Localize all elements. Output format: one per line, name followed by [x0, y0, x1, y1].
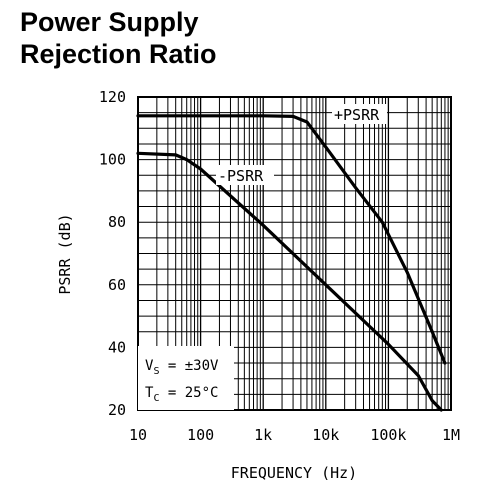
plus-psrr-label-bg [332, 104, 387, 124]
x-tick-label: 100k [370, 426, 406, 444]
series-lines [136, 114, 447, 412]
plus-psrr-label: +PSRR [334, 106, 380, 124]
series-line-minus-psrr [136, 151, 443, 412]
x-tick-label: 10k [312, 426, 339, 444]
y-tick-label: 60 [108, 276, 126, 294]
title-line-1: Power Supply [20, 7, 199, 37]
tc-value: = 25°C [159, 385, 218, 401]
minus-psrr-label: -PSRR [218, 167, 264, 185]
y-tick-label: 100 [99, 151, 126, 169]
x-tick-label: 100 [187, 426, 214, 444]
chart-title: Power Supply Rejection Ratio [20, 6, 420, 70]
y-tick-label: 20 [108, 401, 126, 419]
tick-labels: 10 100 1k 10k 100k 1M 20 40 60 80 100 120 [99, 88, 460, 444]
vs-main: V [145, 358, 154, 374]
x-tick-label: 1M [442, 426, 460, 444]
minus-psrr-label-bg [216, 165, 274, 185]
tc-annotation: TC = 25°C [145, 385, 218, 404]
y-tick-label: 40 [108, 338, 126, 356]
vs-sub: S [153, 366, 159, 377]
y-axis-label: PSRR (dB) [56, 213, 74, 294]
x-tick-label: 10 [129, 426, 147, 444]
x-tick-label: 1k [254, 426, 272, 444]
tc-main: T [145, 385, 154, 401]
y-tick-label: 120 [99, 88, 126, 106]
conditions-box [138, 346, 234, 410]
title-line-2: Rejection Ratio [20, 39, 217, 69]
vs-value: = ±30V [159, 358, 219, 374]
x-axis-label: FREQUENCY (Hz) [231, 464, 357, 482]
y-tick-label: 80 [108, 213, 126, 231]
tc-sub: C [153, 393, 159, 404]
plot-frame [137, 96, 452, 411]
series-line-plus-psrr [136, 114, 447, 365]
vs-annotation: VS = ±30V [145, 358, 219, 377]
